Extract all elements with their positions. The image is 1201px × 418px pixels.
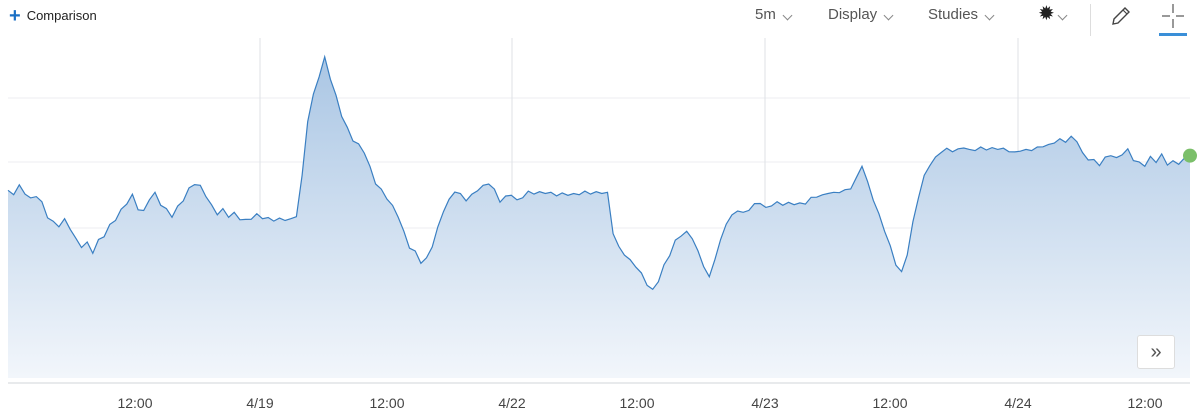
chart-toolbar: + Comparison 5m Display Studies ✹ — [0, 0, 1201, 38]
chevron-down-icon — [782, 10, 793, 21]
chevron-down-icon — [883, 10, 894, 21]
crosshair-tool-button[interactable] — [1159, 2, 1187, 36]
x-tick-label: 12:00 — [872, 395, 907, 411]
settings-dropdown[interactable]: ✹ — [1038, 3, 1068, 25]
x-tick-label: 12:00 — [619, 395, 654, 411]
crosshair-icon — [1162, 4, 1184, 28]
x-tick-label: 4/24 — [1004, 395, 1031, 411]
display-dropdown[interactable]: Display — [828, 6, 894, 23]
draw-tool-button[interactable] — [1109, 4, 1133, 28]
display-label: Display — [828, 6, 878, 23]
chevron-down-icon — [984, 10, 995, 21]
chevron-down-icon — [1057, 10, 1068, 20]
interval-dropdown[interactable]: 5m — [755, 6, 793, 23]
price-area — [8, 56, 1190, 379]
interval-label: 5m — [755, 6, 776, 23]
gear-icon: ✹ — [1038, 3, 1055, 25]
x-tick-label: 4/22 — [498, 395, 525, 411]
pencil-icon — [1112, 7, 1130, 25]
studies-label: Studies — [928, 6, 979, 23]
plus-icon: + — [9, 4, 21, 27]
x-tick-label: 12:00 — [369, 395, 404, 411]
price-line — [7, 54, 1191, 291]
x-axis-labels: 12:00 4/19 12:00 4/22 12:00 4/23 12:00 4/24 12:0… — [117, 395, 1162, 411]
last-price-marker — [1183, 148, 1197, 163]
add-comparison-button[interactable]: + Comparison — [9, 4, 97, 27]
scroll-to-latest-button[interactable]: » — [1137, 335, 1175, 369]
x-tick-label: 12:00 — [117, 395, 152, 411]
studies-dropdown[interactable]: Studies — [928, 6, 995, 23]
toolbar-divider — [1090, 4, 1091, 36]
active-tool-indicator — [1159, 33, 1187, 36]
x-tick-label: 4/23 — [751, 395, 778, 411]
price-chart[interactable]: 12:00 4/19 12:00 4/22 12:00 4/23 12:00 4/24 12:0… — [0, 38, 1201, 418]
comparison-label: Comparison — [26, 8, 97, 23]
x-tick-label: 12:00 — [1127, 395, 1162, 411]
x-tick-label: 4/19 — [246, 395, 273, 411]
double-chevron-right-icon: » — [1150, 340, 1162, 363]
